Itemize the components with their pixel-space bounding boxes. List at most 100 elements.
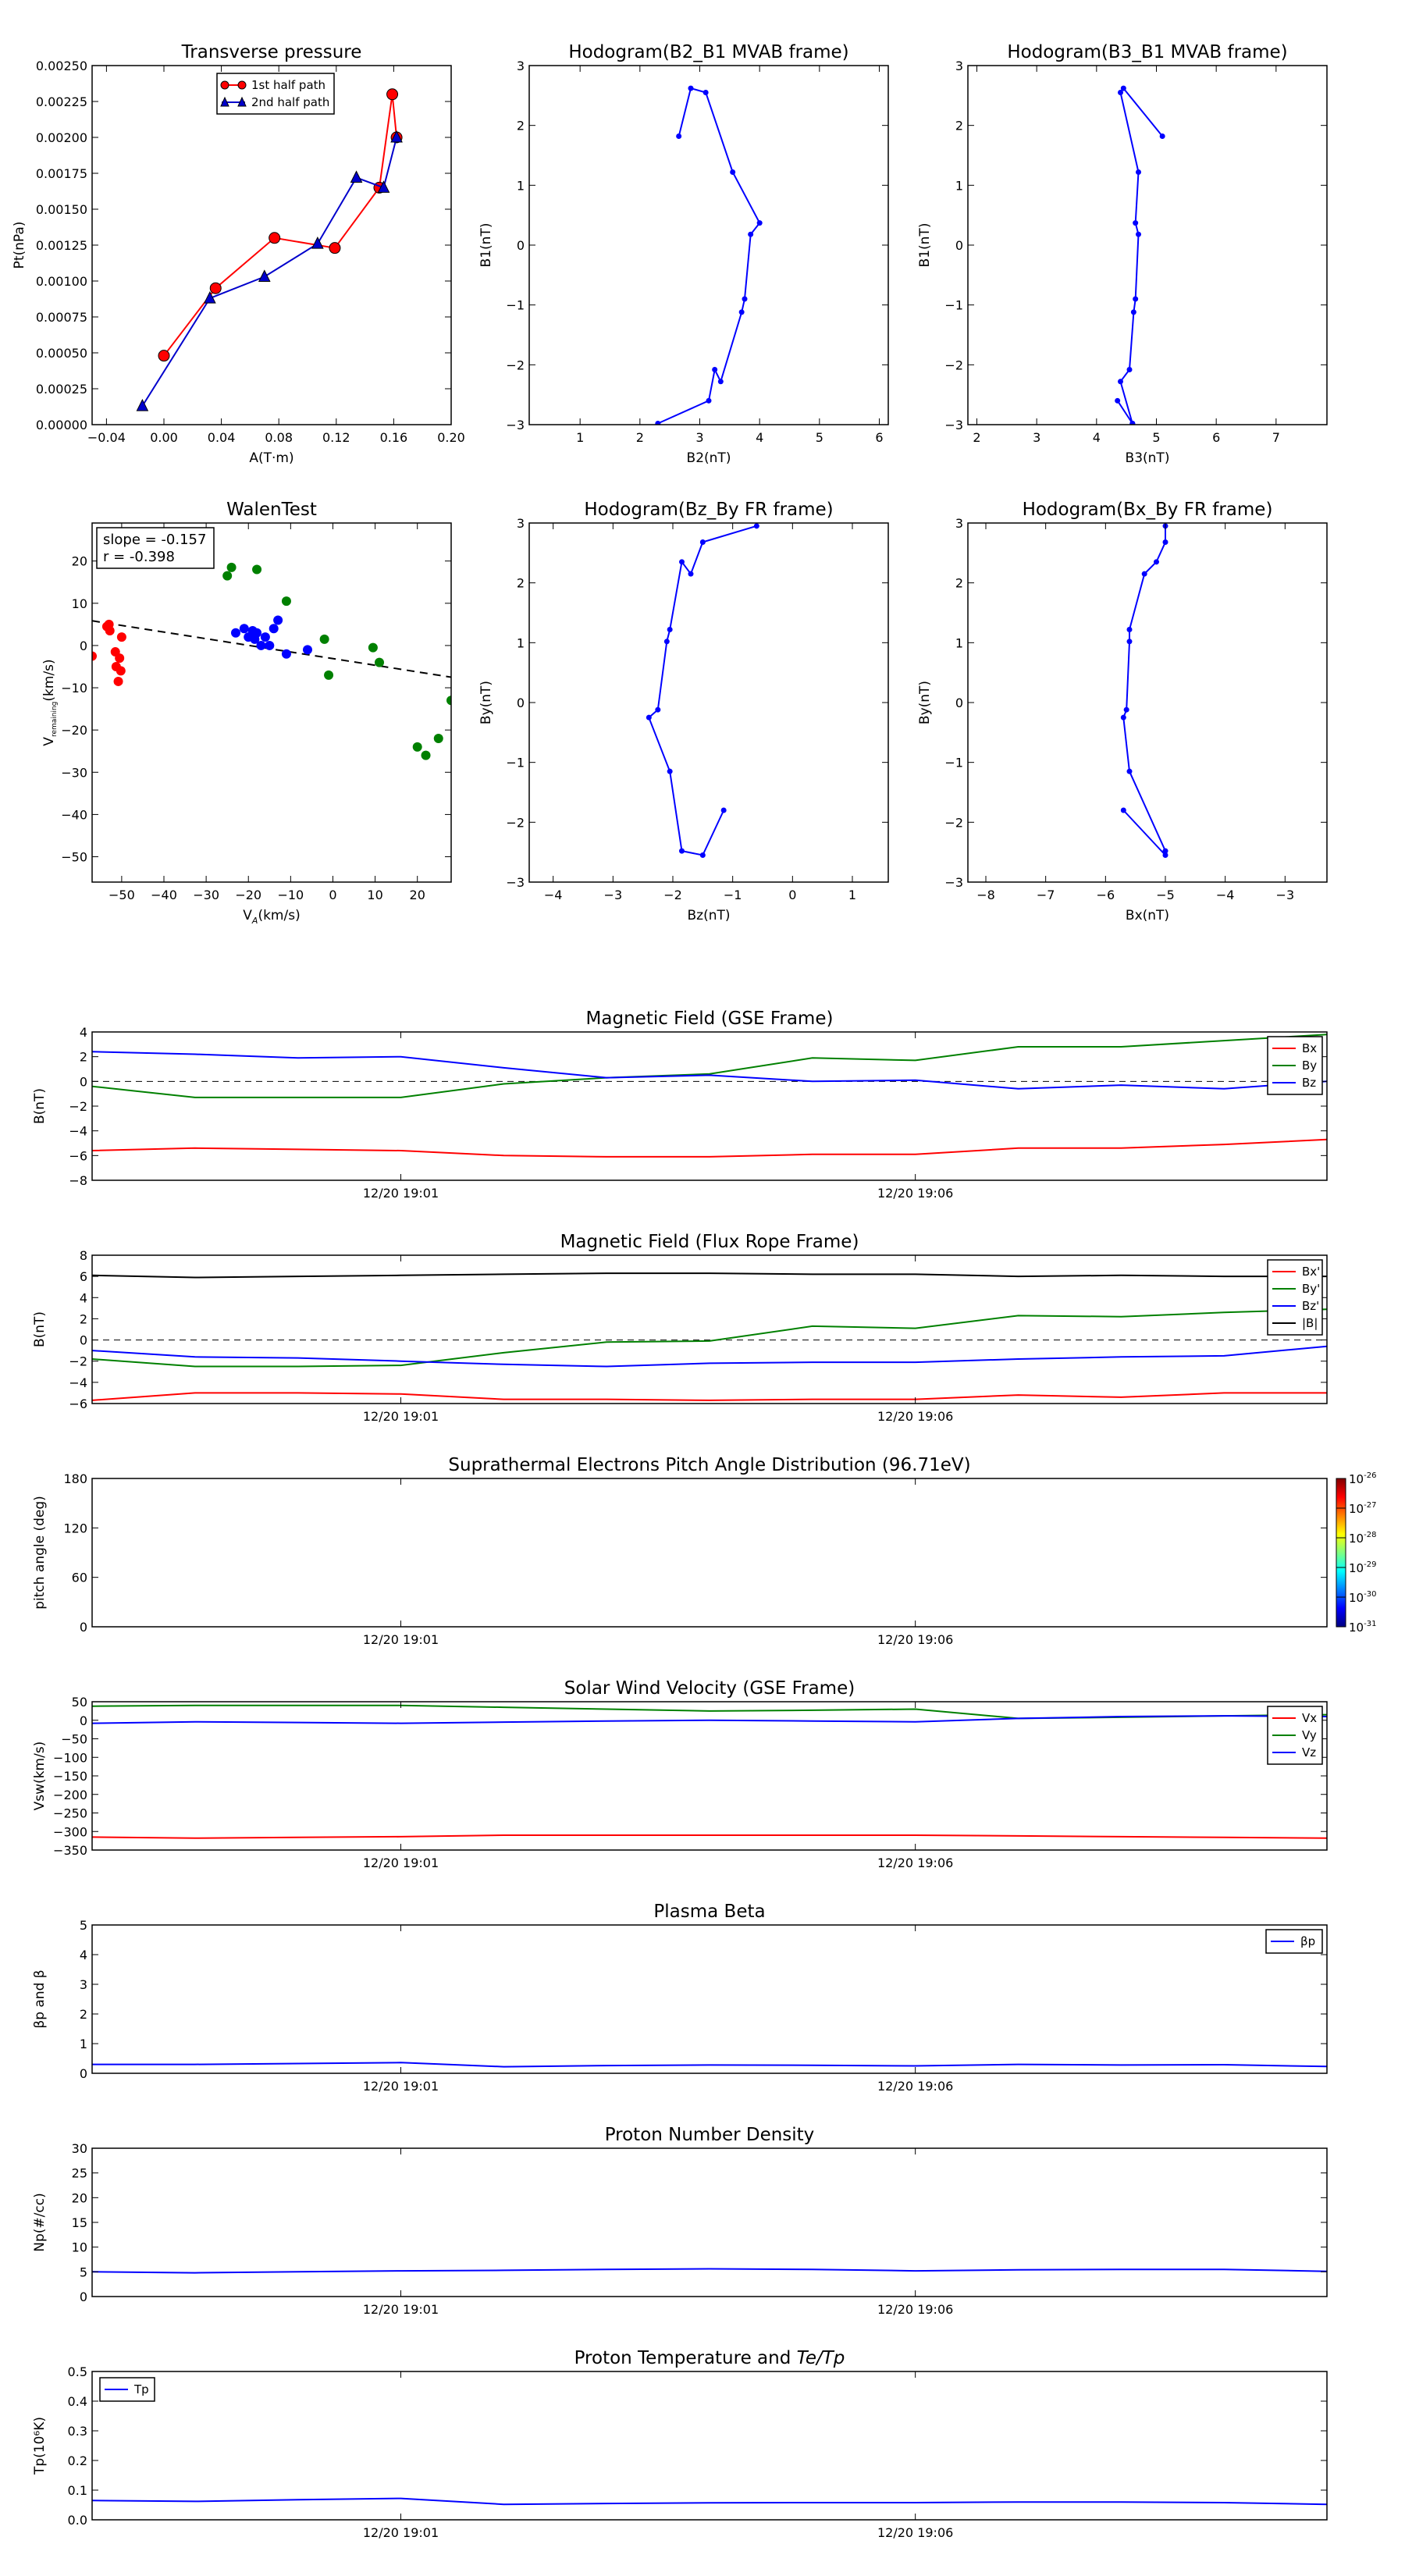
y-tick-label: 0.5 xyxy=(68,2364,87,2379)
colorbar xyxy=(1336,1478,1346,1628)
x-tick-label: 12/20 19:01 xyxy=(363,2302,439,2317)
data-point xyxy=(260,632,270,642)
panel-bfr: Magnetic Field (Flux Rope Frame) 12/20 19… xyxy=(32,1232,1328,1424)
y-tick-label: 20 xyxy=(72,554,87,569)
data-point xyxy=(699,539,706,546)
data-point xyxy=(1118,90,1123,95)
data-point xyxy=(1118,379,1123,385)
y-tick-label: 0.00225 xyxy=(36,94,87,109)
data-point xyxy=(269,232,281,244)
y-tick-label: −1 xyxy=(506,756,525,770)
plot-area xyxy=(136,88,403,411)
data-point xyxy=(324,670,334,680)
x-tick-label: 12/20 19:01 xyxy=(363,2079,439,2094)
x-tick-label: 0 xyxy=(788,888,796,902)
y-tick-label: 2 xyxy=(80,1050,87,1065)
x-axis-label: Bz(nT) xyxy=(687,908,730,923)
plot-area xyxy=(646,523,759,858)
y-tick-label: 20 xyxy=(72,2190,87,2205)
y-tick-label: 0 xyxy=(80,1713,87,1728)
y-tick-label: 6 xyxy=(80,1269,87,1284)
y-tick-label: 180 xyxy=(63,1471,87,1486)
data-point xyxy=(256,640,266,650)
data-point xyxy=(742,296,748,302)
data-point xyxy=(386,88,399,101)
panel-pad: Suprathermal Electrons Pitch Angle Distr… xyxy=(32,1455,1376,1647)
panel-h1: Hodogram(B2_B1 MVAB frame) 1 2 3 4 5 6 −3 −2 −1 0 1… xyxy=(478,42,889,466)
x-tick-label: 0 xyxy=(329,888,336,902)
y-tick-label: 50 xyxy=(72,1695,87,1710)
y-tick-label: 0.00025 xyxy=(36,382,87,397)
y-axis-label: By(nT) xyxy=(917,681,933,724)
plot-area xyxy=(92,2497,1327,2506)
series-line-|B| xyxy=(92,1272,1327,1279)
x-tick-label: 4 xyxy=(756,430,763,445)
data-point xyxy=(136,398,149,411)
legend-box xyxy=(216,73,335,115)
data-point xyxy=(1130,309,1136,315)
data-point xyxy=(209,282,222,294)
x-tick-label: −7 xyxy=(1037,888,1055,902)
plot-area xyxy=(655,85,763,425)
axes-frame xyxy=(528,65,889,425)
data-point xyxy=(663,639,670,645)
axes-frame xyxy=(91,1031,1328,1181)
panel-title: Suprathermal Electrons Pitch Angle Distr… xyxy=(448,1455,970,1475)
data-point xyxy=(252,628,262,638)
x-tick-label: 12/20 19:01 xyxy=(363,1632,439,1647)
y-tick-label: −1 xyxy=(506,298,525,313)
series-line-Vz xyxy=(92,1715,1327,1724)
x-tick-label: −4 xyxy=(1216,888,1235,902)
x-axis-label: Bx(nT) xyxy=(1126,908,1169,923)
x-tick-label: −10 xyxy=(277,888,304,902)
data-point xyxy=(104,619,114,629)
y-tick-label: −150 xyxy=(53,1769,87,1784)
colorbar-label: 10-26 xyxy=(1349,1471,1376,1486)
y-tick-label: −6 xyxy=(69,1397,87,1411)
x-axis-label-tail: (km/s) xyxy=(258,908,300,923)
y-tick-label: −3 xyxy=(944,875,963,890)
x-tick-label: 5 xyxy=(1152,430,1160,445)
plot-area xyxy=(92,1272,1327,1401)
axes-frame xyxy=(91,2371,1328,2521)
data-point xyxy=(1141,571,1147,577)
colorbar-exponent: -28 xyxy=(1364,1531,1376,1539)
y-axis-label: B1(nT) xyxy=(478,223,494,268)
x-tick-label: 7 xyxy=(1272,430,1280,445)
x-tick-label: −0.04 xyxy=(87,430,126,445)
axes-frame xyxy=(91,1254,1328,1404)
data-point xyxy=(1136,231,1141,237)
x-axis-label: VA(km/s) xyxy=(243,908,300,926)
y-tick-label: 0 xyxy=(955,696,963,710)
y-tick-label: 2 xyxy=(955,576,963,591)
x-tick-label: 0.20 xyxy=(437,430,465,445)
x-tick-label: −20 xyxy=(235,888,261,902)
x-tick-label: −50 xyxy=(108,888,135,902)
y-tick-label: −250 xyxy=(53,1806,87,1821)
data-point xyxy=(390,130,403,143)
panel-title: Plasma Beta xyxy=(653,1902,765,1922)
x-tick-label: −30 xyxy=(193,888,219,902)
x-axis-label: A(T·m) xyxy=(249,450,293,466)
y-tick-label: 0.00075 xyxy=(36,310,87,325)
y-tick-label: 5 xyxy=(80,1918,87,1933)
colorbar-exponent: -26 xyxy=(1364,1471,1376,1480)
y-tick-label: −1 xyxy=(944,298,963,313)
legend-label: 2nd half path xyxy=(251,95,329,109)
y-tick-label: 1 xyxy=(955,178,963,193)
series-line-0 xyxy=(648,525,757,856)
legend-marker xyxy=(220,96,229,107)
fit-line xyxy=(92,620,451,678)
series-line-Vx xyxy=(92,1834,1327,1839)
panel-h2: Hodogram(B3_B1 MVAB frame) 2 3 4 5 6 7 −3 −2 −1 0 1… xyxy=(917,42,1328,466)
x-tick-label: 2 xyxy=(973,430,980,445)
y-tick-label: 0 xyxy=(80,639,87,653)
x-tick-label: 5 xyxy=(816,430,823,445)
axes-frame xyxy=(91,65,452,425)
data-point xyxy=(655,706,661,713)
y-tick-label: 1 xyxy=(955,635,963,650)
y-tick-label: 30 xyxy=(72,2141,87,2156)
y-axis-label-tail: (km/s) xyxy=(41,659,57,701)
panel-h3: Hodogram(Bz_By FR frame) −4 −3 −2 −1 0 1 −3 −2 −1… xyxy=(478,500,889,923)
y-tick-label: 10 xyxy=(72,2240,87,2255)
